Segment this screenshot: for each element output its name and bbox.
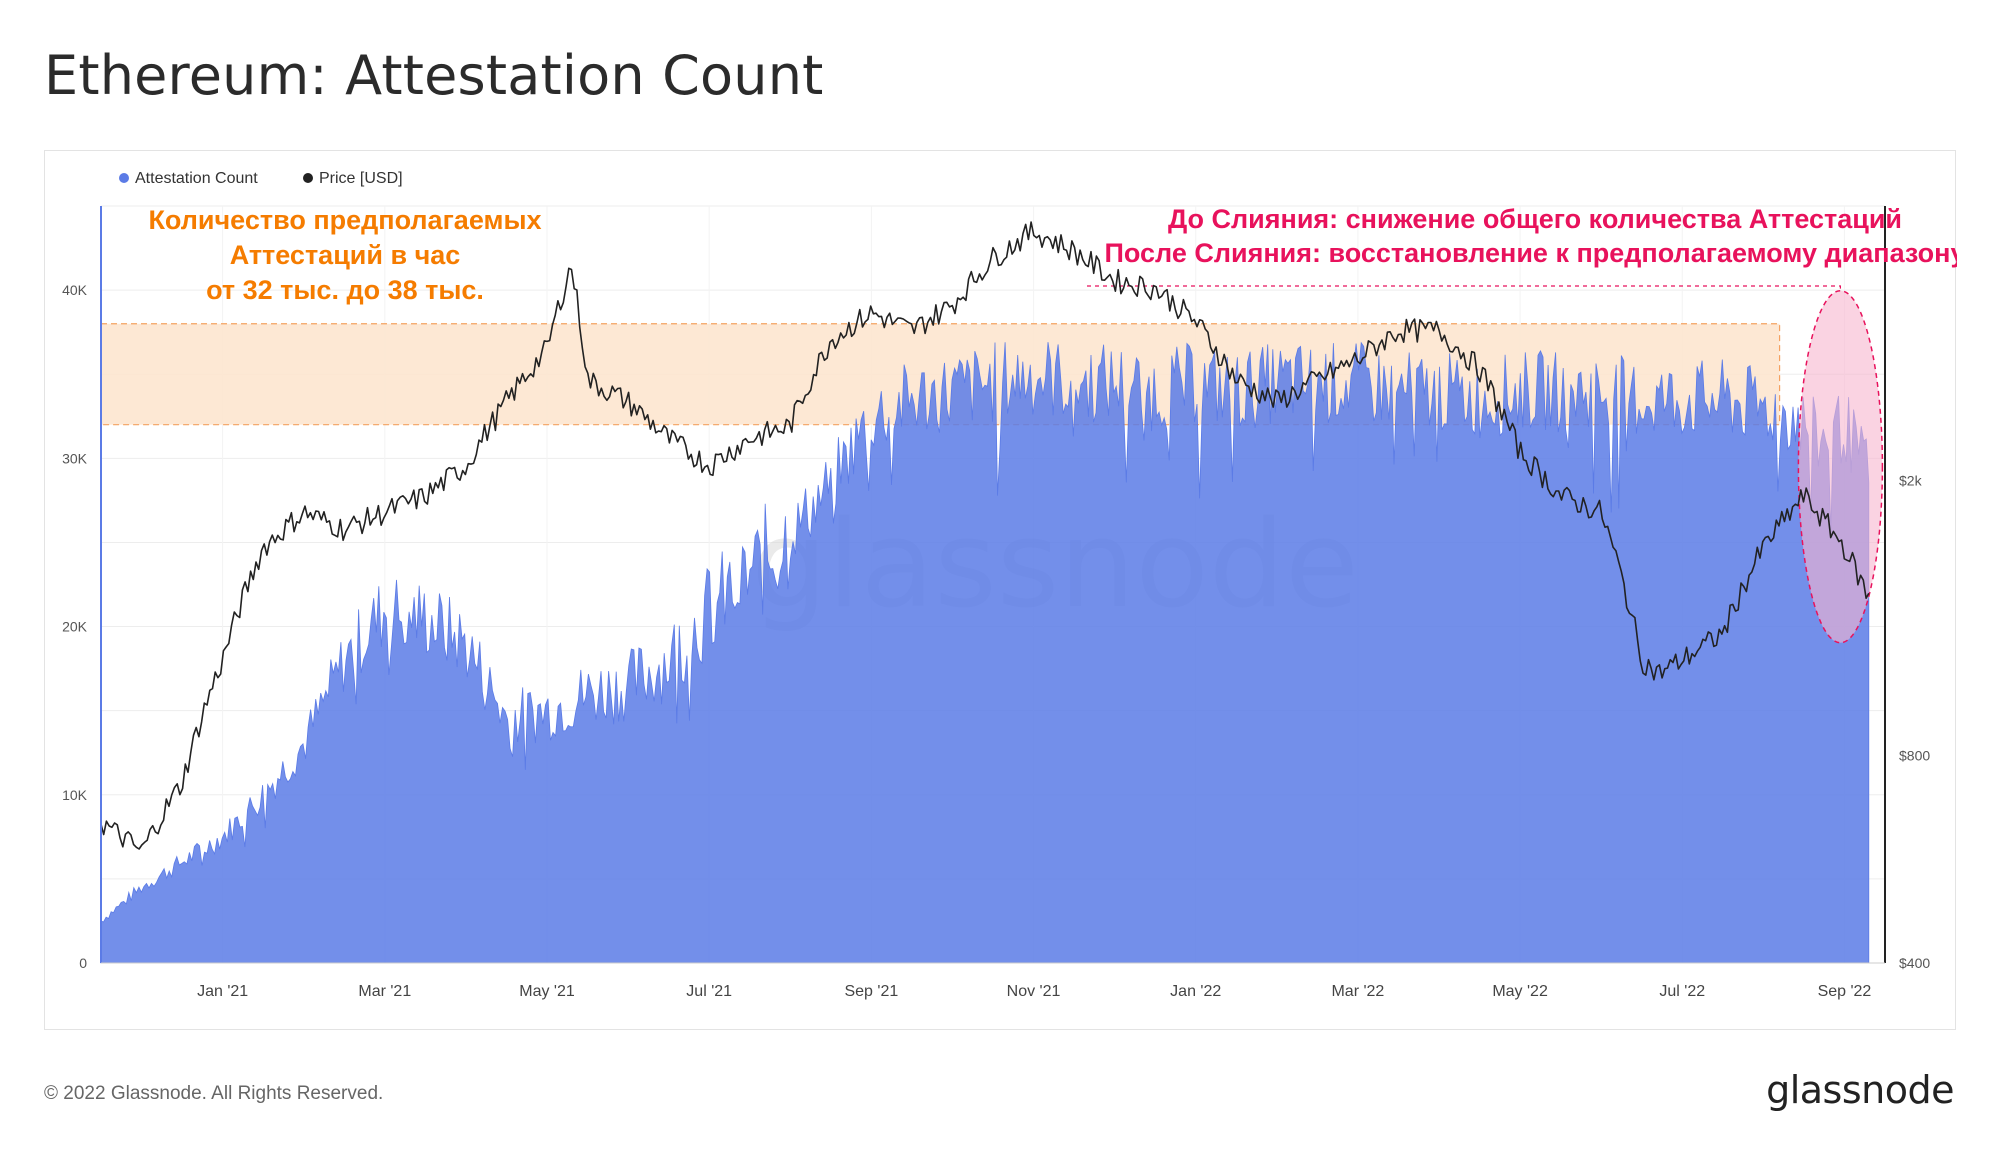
left-note-line-1: Количество предполагаемых [148,205,541,235]
x-tick-label: Jan '21 [197,983,248,1000]
legend-dot-attestation [119,173,129,183]
legend-label-attestation[interactable]: Attestation Count [135,170,258,187]
page-title: Ethereum: Attestation Count [44,44,824,107]
x-tick-label: Jul '22 [1659,983,1705,1000]
series-attestation-count [100,341,1870,964]
legend-dot-price [303,173,313,183]
legend-label-price[interactable]: Price [USD] [319,170,403,187]
x-tick-label: Mar '22 [1331,983,1384,1000]
series-price-usd [100,221,1870,850]
left-note-line-3: от 32 тыс. до 38 тыс. [206,275,484,305]
glassnode-logo[interactable]: glassnode [1766,1068,1954,1112]
y-tick-label-left: 30K [62,450,88,466]
y-tick-label-left: 40K [62,282,88,298]
merge-highlight-ellipse [1797,289,1884,644]
y-tick-label-right: $2k [1899,473,1923,489]
right-note-line-2: После Слияния: восстановление к предпола… [1104,238,1957,268]
y-tick-label-left: 20K [62,619,88,635]
x-tick-label: Sep '21 [844,983,898,1000]
x-tick-label: May '22 [1492,983,1548,1000]
x-tick-label: May '21 [519,983,575,1000]
x-tick-label: Mar '21 [358,983,411,1000]
x-tick-label: Jul '21 [686,983,732,1000]
y-tick-label-right: $800 [1899,747,1930,763]
x-tick-label: Jan '22 [1170,983,1221,1000]
x-tick-label: Nov '21 [1007,983,1061,1000]
y-tick-label-left: 0 [79,955,87,971]
left-note-line-2: Аттестаций в час [230,240,461,270]
right-note-line-1: До Слияния: снижение общего количества А… [1168,204,1902,234]
x-tick-label: Sep '22 [1818,983,1872,1000]
annotation-leader-line [1087,285,1841,291]
y-tick-label-right: $400 [1899,955,1930,971]
y-tick-label-left: 10K [62,787,88,803]
footer-copyright: © 2022 Glassnode. All Rights Reserved. [44,1083,384,1104]
